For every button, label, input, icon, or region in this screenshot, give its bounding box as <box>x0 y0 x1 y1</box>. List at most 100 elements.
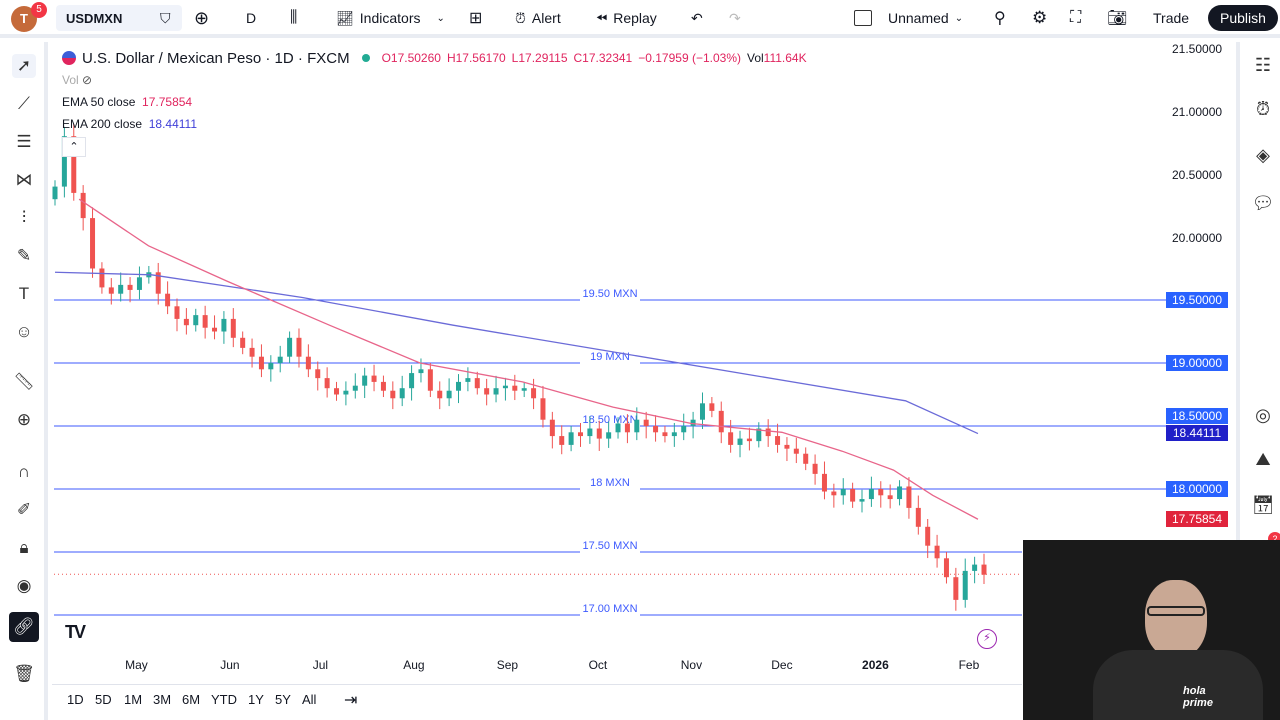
low-value: L17.29115 <box>511 51 568 65</box>
alert-button[interactable]: ⏰︎ Alert <box>515 6 561 30</box>
brush-icon[interactable]: ✎ <box>16 246 32 265</box>
trend-line-icon[interactable]: ⟋ <box>18 94 30 113</box>
forecast-icon[interactable]: ⫶ <box>21 208 27 227</box>
indicators-button[interactable]: 📈︎ Indicators ⌄ <box>336 6 445 30</box>
zoom-in-icon[interactable]: ⊕ <box>16 410 32 429</box>
watch-icon[interactable]: ⛉ <box>160 9 171 26</box>
candle-body <box>821 473 827 492</box>
month-label: Oct <box>588 658 608 672</box>
candle-body <box>690 419 696 426</box>
vol-indicator-label[interactable]: Vol <box>62 73 79 87</box>
camera-icon[interactable]: 📷︎ <box>1107 10 1128 27</box>
candle-body <box>380 381 386 391</box>
hidden-eye-icon[interactable]: ⊘ <box>82 73 93 87</box>
candle-body <box>840 489 846 496</box>
watchlist-icon[interactable]: ☷ <box>1254 54 1272 75</box>
redo-icon[interactable]: ↷ <box>729 9 741 26</box>
candle-body <box>268 363 274 370</box>
text-icon[interactable]: T <box>18 284 30 303</box>
top-toolbar: T 5 USDMXN ⛉ ⊕ D ⫼ 📈︎ Indicators ⌄ ⊞ ⏰︎ Ale… <box>0 0 1280 38</box>
price-tick: 20.50000 <box>1172 168 1223 182</box>
tradingview-logo[interactable]: TV <box>65 622 86 642</box>
calendar-icon[interactable]: 📅︎ <box>1251 494 1275 515</box>
cursor-icon[interactable]: ➚ <box>12 54 36 78</box>
label-gap <box>580 425 640 427</box>
range-6m[interactable]: 6M <box>182 692 201 707</box>
interval-button[interactable]: D <box>246 10 257 26</box>
target-icon[interactable]: ◎ <box>1255 404 1271 425</box>
candle-body <box>221 318 227 332</box>
add-symbol-icon[interactable]: ⊕ <box>194 7 210 28</box>
layout-button[interactable]: Unnamed ⌄ <box>854 6 963 30</box>
candle-body <box>962 570 968 600</box>
templates-icon[interactable]: ⊞ <box>469 10 483 27</box>
horizontal-line-label: 19 MXN <box>590 351 630 363</box>
range-3m[interactable]: 3M <box>153 692 172 707</box>
candle-body <box>484 388 490 395</box>
range-1y[interactable]: 1Y <box>248 692 264 707</box>
symbol-title[interactable]: U.S. Dollar / Mexican Peso · 1D · FXCM <box>82 49 350 67</box>
candle-body <box>136 277 142 290</box>
fullscreen-icon[interactable]: ⛶ <box>1070 9 1082 26</box>
candle-body <box>61 136 67 187</box>
price-chart[interactable]: 19.50 MXN 19 MXN 18.50 MXN 18 MXN 17.50 MXN 1… <box>0 0 1236 720</box>
trade-button[interactable]: Trade <box>1153 10 1190 26</box>
publish-button[interactable]: Publish <box>1208 5 1278 31</box>
ideas-icon[interactable]: ⛰ <box>1255 448 1271 469</box>
candle-body <box>230 318 236 338</box>
candle-body <box>709 403 715 411</box>
candle-body <box>587 428 593 437</box>
magnet-icon[interactable]: ∩ <box>17 462 31 481</box>
candle-body <box>249 347 255 357</box>
fib-icon[interactable]: ☰ <box>16 132 32 151</box>
alerts-clock-icon[interactable]: ⏰︎ <box>1255 98 1271 119</box>
flag-icon <box>62 51 76 65</box>
ruler-icon[interactable]: 📏︎ <box>13 372 35 391</box>
candle-body <box>775 436 781 445</box>
range-1m[interactable]: 1M <box>124 692 143 707</box>
ema200-value: 18.44111 <box>148 117 197 131</box>
collapse-legend-icon[interactable]: ⌃ <box>62 137 86 157</box>
price-box-19-00: 19.00000 <box>1166 355 1228 371</box>
lightning-icon[interactable]: ⚡︎ <box>977 629 997 649</box>
range-5y[interactable]: 5Y <box>275 692 291 707</box>
range-5d[interactable]: 5D <box>95 692 112 707</box>
pattern-icon[interactable]: ⋈ <box>15 170 33 189</box>
candle-body <box>493 388 499 395</box>
draw-mode-icon[interactable]: ✐ <box>16 500 32 519</box>
replay-button[interactable]: ⏪︎ Replay <box>596 6 657 30</box>
layers-icon[interactable]: ◈ <box>1256 144 1270 165</box>
link-icon[interactable]: 🔗︎ <box>9 612 39 642</box>
price-box-ema50: 17.75854 <box>1166 511 1228 527</box>
date-range-icon[interactable]: ⇥ <box>344 692 358 709</box>
chat-icon[interactable]: 💬︎ <box>1251 192 1275 213</box>
candle-body <box>343 390 349 395</box>
settings-icon[interactable]: ⚙ <box>1032 8 1048 27</box>
quick-search-icon[interactable]: ⚲ <box>994 10 1006 27</box>
ema200-label[interactable]: EMA 200 close <box>62 117 143 131</box>
trash-icon[interactable]: 🗑︎ <box>13 664 35 683</box>
month-label: Dec <box>771 658 793 672</box>
candle-body <box>606 432 612 439</box>
candle-body <box>193 315 199 326</box>
range-1d[interactable]: 1D <box>67 692 84 707</box>
lock-icon[interactable]: 🔒︎ <box>19 538 29 557</box>
candle-body <box>624 423 630 433</box>
eye-icon[interactable]: ◉ <box>16 576 32 595</box>
candle-body <box>972 564 978 571</box>
range-bar <box>52 684 1022 720</box>
price-box-ema200: 18.44111 <box>1166 425 1228 441</box>
emoji-icon[interactable]: ☺ <box>15 322 33 341</box>
label-gap <box>580 362 640 364</box>
price-box-18-00: 18.00000 <box>1166 481 1228 497</box>
range-ytd[interactable]: YTD <box>211 692 237 707</box>
range-all[interactable]: All <box>302 692 317 707</box>
ema50-label[interactable]: EMA 50 close <box>62 95 136 109</box>
candle-body <box>784 444 790 449</box>
symbol-search[interactable]: USDMXN <box>56 5 182 31</box>
candles-icon[interactable]: ⫼ <box>290 9 298 26</box>
indicators-label: Indicators <box>359 10 421 26</box>
candle-body <box>446 390 452 399</box>
candle-body <box>80 192 86 219</box>
undo-icon[interactable]: ↶ <box>691 9 703 26</box>
